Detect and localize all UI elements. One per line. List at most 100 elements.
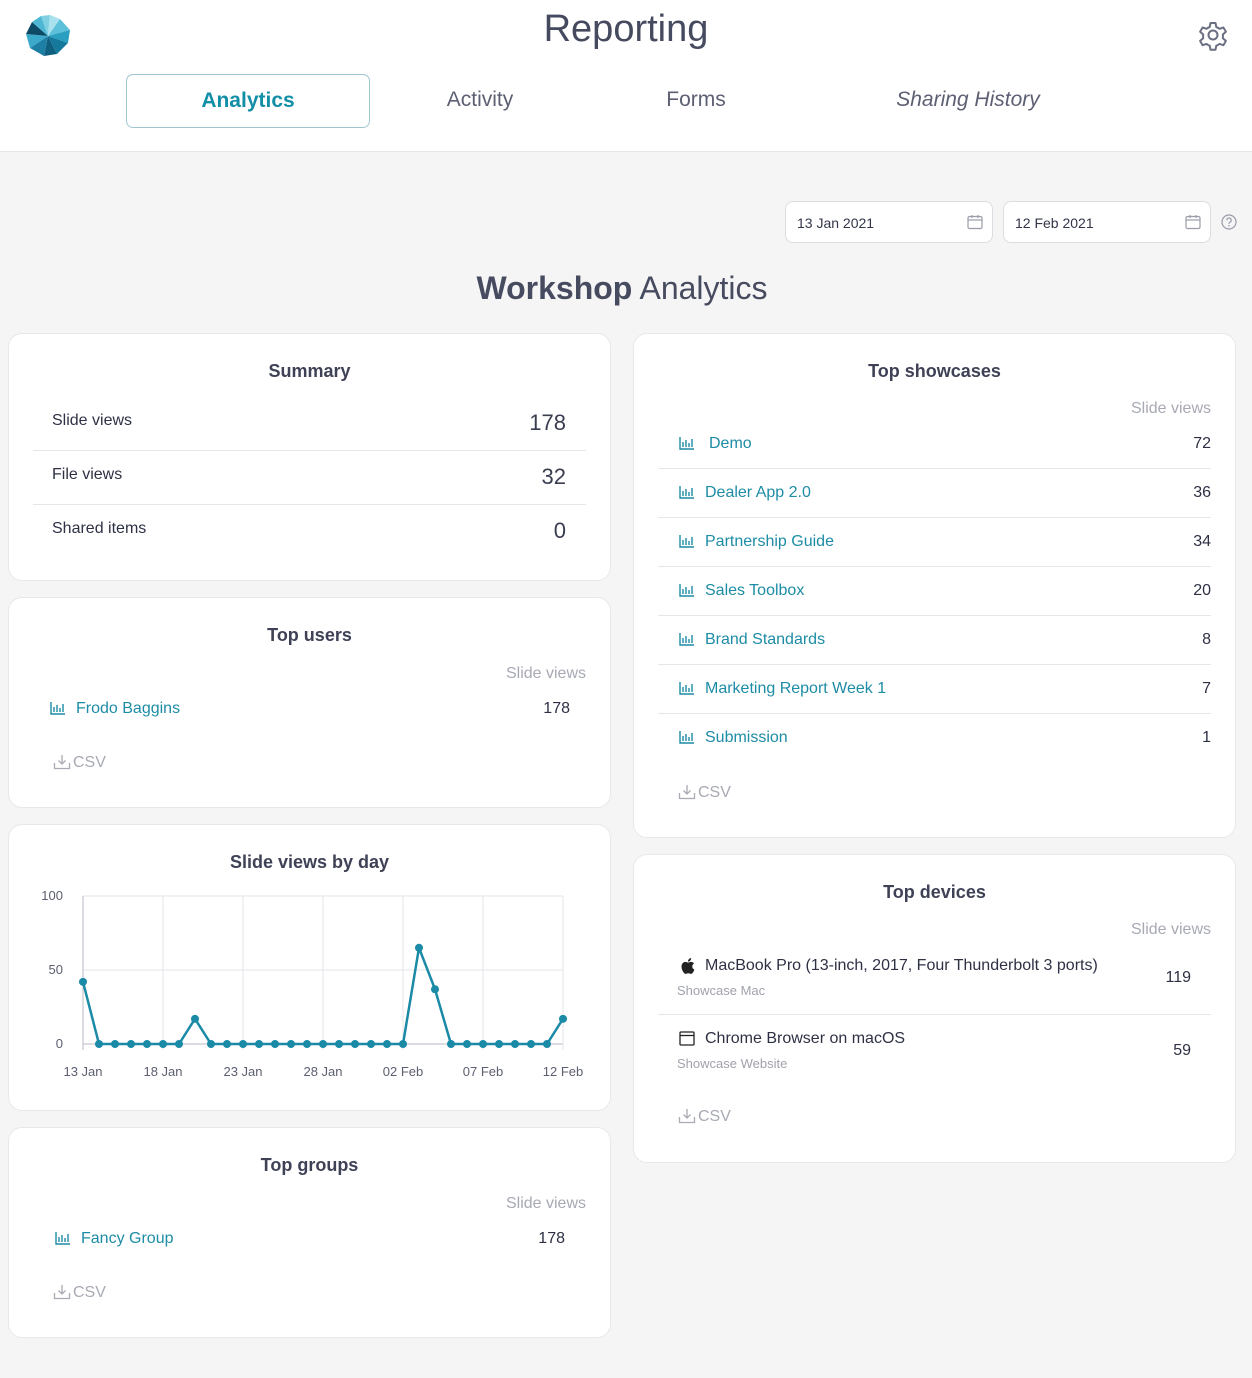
heading-bold: Workshop — [476, 270, 633, 306]
device-app: Showcase Mac — [677, 983, 766, 998]
data-point — [239, 1040, 247, 1048]
top-users-title: Top users — [267, 625, 352, 645]
data-point — [111, 1040, 119, 1048]
x-tick-label: 02 Feb — [383, 1064, 423, 1079]
data-point — [447, 1040, 455, 1048]
y-tick-label: 0 — [56, 1036, 63, 1051]
help-icon[interactable] — [1221, 214, 1237, 230]
top-devices-card: Top devices Slide views MacBook Pro (13-… — [633, 854, 1236, 1163]
showcase-link[interactable]: Partnership Guide — [705, 533, 834, 550]
data-point — [303, 1040, 311, 1048]
tab-activity[interactable]: Activity — [446, 88, 514, 111]
device-slide-views: 59 — [1173, 1042, 1191, 1059]
data-point — [79, 977, 87, 986]
csv-download-button[interactable]: CSV — [678, 784, 731, 802]
device-name: Chrome Browser on macOS — [705, 1030, 906, 1047]
summary-card: Summary Slide views 178 File views 32 Sh… — [8, 333, 611, 581]
csv-label: CSV — [698, 1108, 731, 1125]
tab-forms[interactable]: Forms — [666, 88, 726, 111]
x-tick-label: 28 Jan — [303, 1064, 342, 1079]
download-icon — [53, 755, 71, 770]
bar-chart-icon — [679, 486, 694, 499]
summary-value: 178 — [529, 410, 566, 435]
chart-title: Slide views by day — [229, 852, 390, 872]
csv-label: CSV — [73, 1284, 106, 1301]
summary-label: Slide views — [52, 412, 133, 429]
device-app: Showcase Website — [677, 1056, 788, 1071]
showcase-link[interactable]: Dealer App 2.0 — [705, 484, 811, 501]
top-showcases-title: Top showcases — [868, 361, 1001, 381]
data-point — [495, 1040, 503, 1048]
column-header: Slide views — [505, 1195, 586, 1212]
showcase-link[interactable]: Brand Standards — [705, 631, 826, 648]
data-point — [95, 1040, 103, 1048]
top-devices-title: Top devices — [883, 882, 986, 902]
data-point — [511, 1040, 519, 1048]
data-point — [287, 1040, 295, 1048]
summary-value: 0 — [553, 518, 566, 543]
divider — [658, 517, 1211, 518]
csv-download-button[interactable]: CSV — [53, 754, 106, 772]
top-showcases-card: Top showcases Slide views Demo 72 Dealer A… — [633, 333, 1236, 838]
app-logo-icon — [26, 15, 70, 56]
csv-download-button[interactable]: CSV — [53, 1284, 106, 1302]
x-tick-label: 13 Jan — [63, 1064, 102, 1079]
start-date-field[interactable]: 13 Jan 2021 — [785, 201, 993, 243]
data-point — [463, 1040, 471, 1048]
data-point — [143, 1040, 151, 1048]
divider — [658, 1014, 1211, 1015]
showcase-link[interactable]: Marketing Report Week 1 — [705, 680, 887, 697]
app-header: Reporting Analytics Activity Forms Shari… — [0, 0, 1252, 152]
download-icon — [678, 1109, 696, 1124]
download-icon — [53, 1285, 71, 1300]
user-slide-views: 178 — [543, 700, 570, 717]
bar-chart-icon — [679, 535, 694, 548]
tab-sharing-history[interactable]: Sharing History — [896, 88, 1040, 111]
summary-label: Shared items — [52, 520, 147, 537]
y-tick-label: 100 — [41, 888, 63, 903]
data-point — [559, 1014, 567, 1023]
data-point — [207, 1040, 215, 1048]
divider — [33, 504, 586, 505]
data-point — [255, 1040, 263, 1048]
divider — [33, 450, 586, 451]
download-icon — [678, 785, 696, 800]
tab-analytics[interactable]: Analytics — [126, 74, 370, 128]
bar-chart-icon — [679, 437, 694, 450]
data-point — [351, 1040, 359, 1048]
showcase-slide-views: 34 — [1193, 533, 1211, 550]
browser-window-icon — [679, 1031, 695, 1046]
showcase-link[interactable]: Demo — [709, 435, 752, 452]
data-point — [159, 1040, 167, 1048]
y-tick-label: 50 — [49, 962, 63, 977]
showcase-link[interactable]: Submission — [705, 729, 788, 746]
column-header: Slide views — [505, 665, 586, 682]
csv-label: CSV — [698, 784, 731, 801]
showcase-slide-views: 72 — [1193, 435, 1211, 452]
divider — [658, 566, 1211, 567]
gear-icon[interactable] — [1196, 18, 1230, 52]
data-point — [399, 1040, 407, 1048]
x-tick-label: 07 Feb — [463, 1064, 503, 1079]
showcase-link[interactable]: Sales Toolbox — [705, 582, 805, 599]
column-header: Slide views — [1130, 400, 1211, 417]
data-point — [175, 1040, 183, 1048]
data-point — [335, 1040, 343, 1048]
data-point — [527, 1040, 535, 1048]
calendar-icon — [1185, 215, 1201, 230]
divider — [658, 713, 1211, 714]
data-point — [543, 1040, 551, 1048]
device-slide-views: 119 — [1165, 969, 1191, 986]
data-point — [223, 1040, 231, 1048]
bar-chart-icon — [679, 584, 694, 597]
group-link[interactable]: Fancy Group — [81, 1230, 174, 1247]
data-point — [383, 1040, 391, 1048]
heading-rest: Analytics — [639, 270, 768, 306]
csv-download-button[interactable]: CSV — [678, 1108, 731, 1126]
top-users-card: Top users Slide views Frodo Baggins 178 … — [8, 597, 611, 808]
bar-chart-icon — [679, 633, 694, 646]
data-point — [319, 1040, 327, 1048]
data-point — [479, 1040, 487, 1048]
user-link[interactable]: Frodo Baggins — [76, 700, 181, 717]
end-date-field[interactable]: 12 Feb 2021 — [1003, 201, 1211, 243]
